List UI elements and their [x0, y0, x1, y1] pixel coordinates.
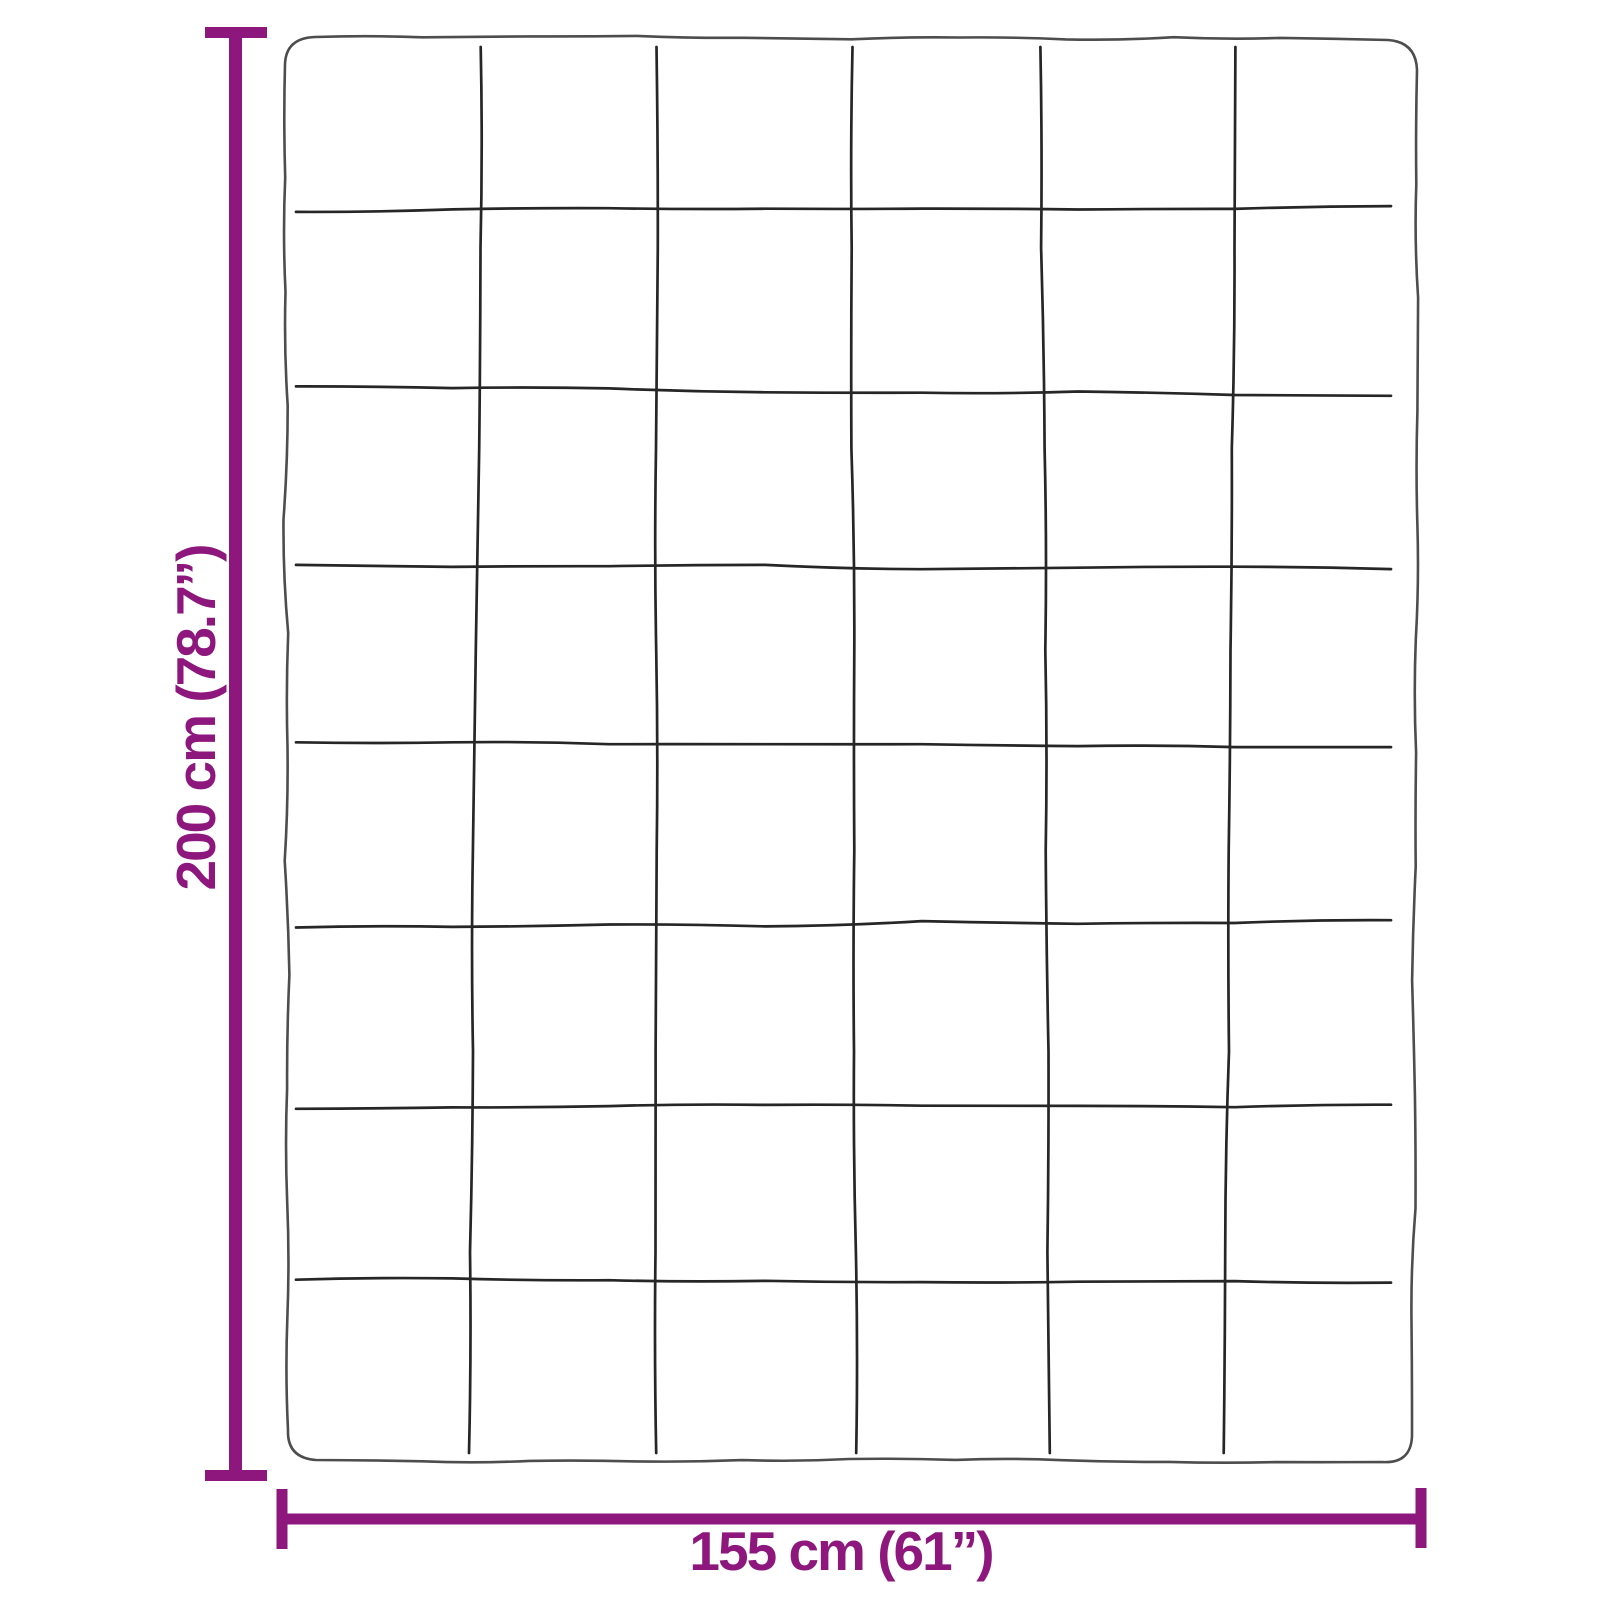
height-dimension-label: 200 cm (78.7”)	[165, 545, 227, 891]
width-dimension-line	[276, 1488, 1427, 1549]
quilt-grid	[294, 45, 1393, 1455]
height-dimension-line	[205, 27, 267, 1481]
width-dimension-label: 155 cm (61”)	[689, 1520, 994, 1582]
